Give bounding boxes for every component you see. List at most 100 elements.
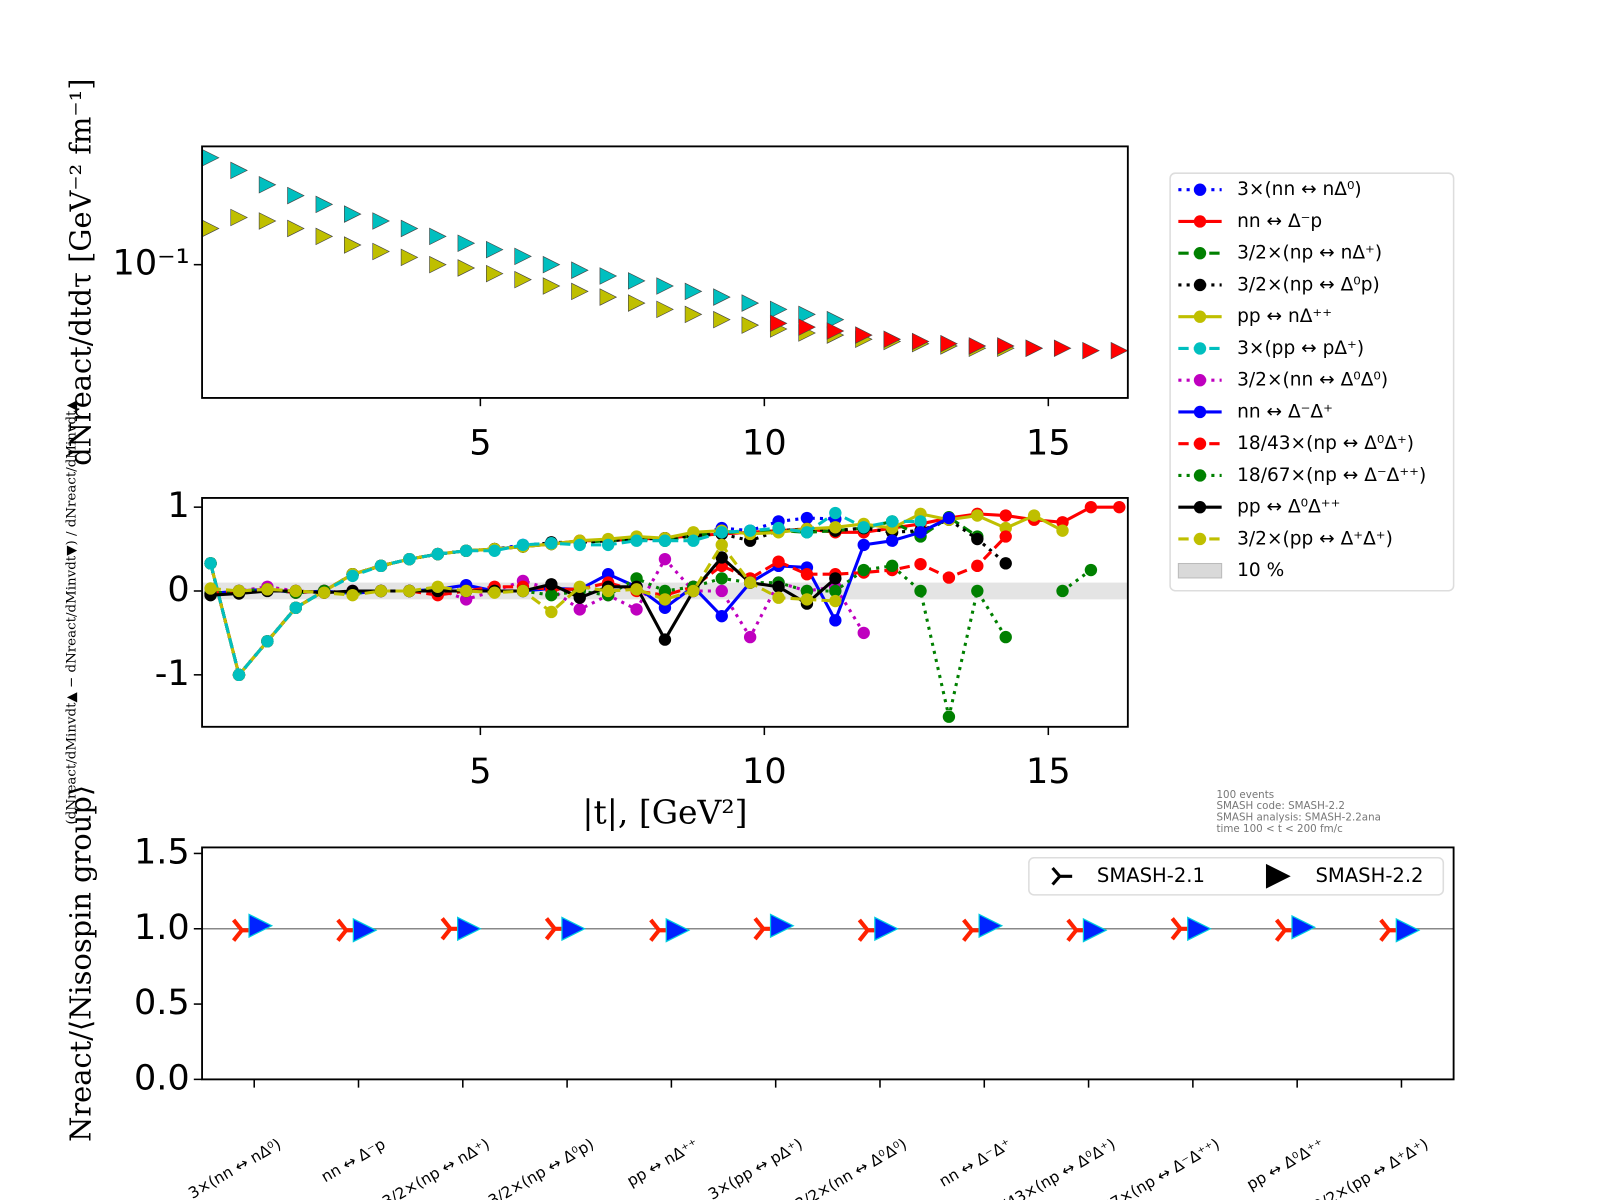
- point: [914, 526, 927, 539]
- point: [829, 584, 842, 598]
- marker: [684, 305, 703, 324]
- legend-label: nn ↔ Δ⁻Δ⁺: [1237, 401, 1333, 422]
- marker: [258, 176, 277, 194]
- point: [772, 555, 785, 568]
- marker: [287, 186, 305, 205]
- point: [772, 580, 785, 593]
- point: [346, 569, 359, 583]
- point: [687, 584, 700, 598]
- point: [403, 584, 416, 598]
- point: [601, 584, 615, 598]
- x-tick-label: 10: [742, 422, 787, 463]
- y-axis-label: dNreact/dtdτ [GeV⁻² fm⁻¹]: [63, 79, 97, 466]
- marker: [798, 318, 816, 336]
- marker: [1082, 917, 1108, 943]
- point: [601, 538, 615, 552]
- x-tick-label: 3/2×(np ↔ Δ⁰p): [485, 1135, 597, 1200]
- point: [715, 526, 728, 539]
- marker: [1053, 339, 1072, 358]
- legend-marker: [1193, 405, 1207, 419]
- point: [516, 584, 530, 598]
- point: [999, 630, 1012, 644]
- point: [829, 521, 842, 534]
- marker: [315, 195, 334, 214]
- x-tick-label: 3×(nn ↔ nΔ⁰): [185, 1135, 284, 1200]
- point: [459, 544, 473, 557]
- x-tick-label: 3/2×(pp ↔ Δ⁺Δ⁺): [1310, 1135, 1431, 1200]
- point: [800, 511, 814, 525]
- marker: [514, 270, 532, 289]
- legend-label: SMASH-2.2: [1315, 864, 1423, 887]
- legend-marker: [1193, 374, 1207, 387]
- point: [658, 534, 672, 547]
- marker: [571, 282, 589, 301]
- x-tick-label: 15: [1026, 422, 1071, 463]
- marker: [542, 277, 561, 295]
- marker: [1187, 916, 1212, 942]
- marker: [883, 330, 902, 349]
- point: [800, 568, 814, 581]
- point: [914, 557, 927, 571]
- legend-label: 3×(pp ↔ pΔ⁺): [1237, 338, 1364, 359]
- point: [857, 521, 870, 534]
- annotation: SMASH code: SMASH-2.2: [1216, 800, 1344, 812]
- x-tick-label: 3/2×(nn ↔ Δ⁰Δ⁰): [792, 1135, 910, 1200]
- legend-box: [1169, 172, 1455, 592]
- marker: [1291, 914, 1317, 940]
- point: [573, 591, 586, 604]
- point: [942, 571, 956, 584]
- point: [942, 511, 956, 525]
- point: [488, 544, 501, 557]
- marker: [599, 288, 618, 306]
- marker: [571, 261, 589, 279]
- point: [999, 509, 1012, 522]
- point: [545, 578, 558, 591]
- marker: [656, 300, 674, 319]
- y-tick-label: -1: [155, 653, 190, 694]
- point: [885, 515, 899, 528]
- point: [885, 559, 899, 573]
- point: [800, 526, 814, 539]
- annotation: SMASH analysis: SMASH-2.2ana: [1216, 812, 1380, 824]
- point: [204, 557, 217, 570]
- marker: [627, 272, 646, 290]
- marker: [372, 242, 390, 261]
- legend-swatch: [1177, 562, 1223, 579]
- legend-marker: [1193, 278, 1207, 292]
- point: [857, 563, 870, 577]
- point: [942, 710, 956, 723]
- legend-label: 3×(nn ↔ nΔ⁰): [1237, 179, 1362, 200]
- y-tick-label: 0.0: [134, 1057, 190, 1098]
- point: [403, 552, 416, 566]
- point: [772, 521, 785, 535]
- marker: [230, 161, 248, 180]
- point: [573, 603, 586, 616]
- marker: [1025, 339, 1044, 358]
- point: [885, 534, 899, 547]
- marker: [741, 316, 760, 334]
- legend-marker: [1193, 310, 1207, 323]
- marker: [627, 294, 646, 312]
- x-tick-label: pp ↔ Δ⁰Δ⁺⁺: [1244, 1135, 1328, 1194]
- marker: [344, 236, 362, 254]
- legend-label: 18/67×(np ↔ Δ⁻Δ⁺⁺): [1237, 465, 1426, 486]
- point: [971, 559, 984, 573]
- point: [971, 584, 984, 598]
- point: [687, 534, 700, 547]
- point: [743, 524, 757, 537]
- point: [630, 534, 643, 547]
- point: [857, 626, 870, 640]
- marker: [542, 255, 561, 274]
- y-tick-label: 10⁻¹: [113, 243, 190, 284]
- legend-marker: [1193, 342, 1207, 355]
- point: [431, 547, 444, 561]
- point: [459, 584, 473, 598]
- marker: [202, 148, 220, 167]
- point: [914, 515, 927, 528]
- legend-marker: [1193, 247, 1207, 260]
- point: [573, 580, 586, 593]
- marker: [997, 337, 1015, 355]
- point: [1056, 524, 1069, 537]
- x-tick-label: 5: [469, 751, 491, 792]
